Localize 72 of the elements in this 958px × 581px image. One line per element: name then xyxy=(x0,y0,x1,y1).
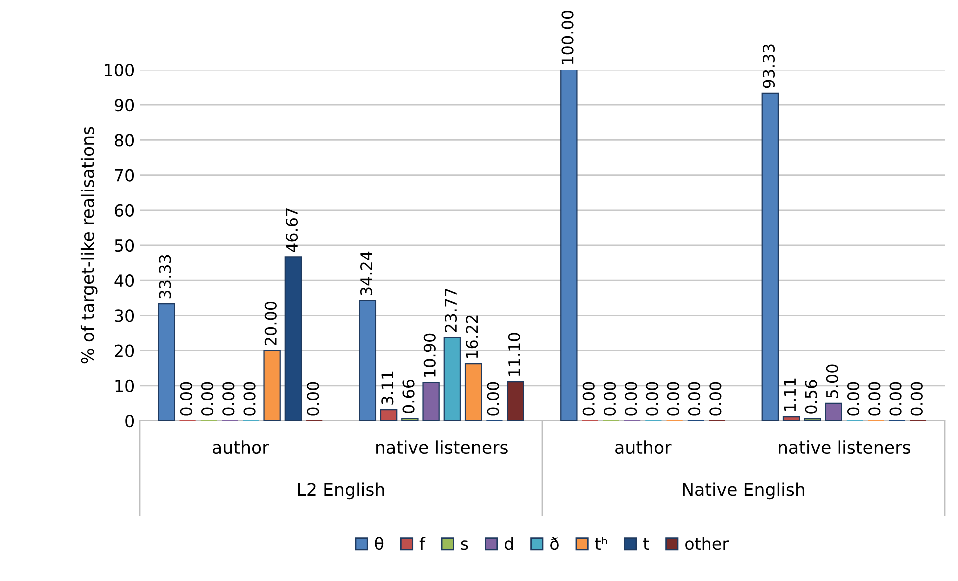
bar xyxy=(464,364,482,421)
data-label: 0.00 xyxy=(201,382,214,416)
y-tick-label: 50 xyxy=(115,239,134,252)
data-label: 0.00 xyxy=(244,382,256,416)
legend-label: ð xyxy=(550,537,559,550)
data-label: 3.11 xyxy=(382,372,394,405)
data-label: 0.00 xyxy=(710,382,722,416)
data-label: 0.00 xyxy=(688,382,701,416)
legend-label: f xyxy=(420,537,426,550)
x-tick-label: author xyxy=(616,440,672,454)
data-label: 0.00 xyxy=(625,382,638,416)
bar xyxy=(284,256,302,421)
data-label: 0.00 xyxy=(487,382,500,416)
data-label: 0.00 xyxy=(890,382,902,416)
y-tick-label: 10 xyxy=(116,380,134,392)
bar xyxy=(762,92,780,421)
bar xyxy=(402,418,419,421)
data-label: 0.00 xyxy=(667,382,680,416)
y-tick-label: 20 xyxy=(115,344,134,358)
data-label: 1.11 xyxy=(784,378,796,412)
data-label: 34.24 xyxy=(360,252,373,296)
bar xyxy=(825,402,842,421)
bar xyxy=(560,70,578,421)
bar xyxy=(444,337,462,421)
data-label: 0.66 xyxy=(402,380,415,414)
data-label: 0.00 xyxy=(604,382,616,416)
legend-label: other xyxy=(686,537,730,550)
bar xyxy=(422,382,440,421)
x-tick-label: author xyxy=(213,440,270,454)
legend-label: d xyxy=(504,537,514,550)
data-label: 0.56 xyxy=(805,380,818,414)
bar xyxy=(359,300,377,421)
data-label: 10.90 xyxy=(424,334,436,377)
legend-label: θ xyxy=(375,537,384,550)
data-label: 0.00 xyxy=(307,382,320,416)
y-tick-label: 40 xyxy=(114,274,134,288)
text: Native English xyxy=(683,482,804,500)
bar xyxy=(507,381,524,421)
y-tick-label: 0 xyxy=(126,414,134,428)
x-tick-label: native listeners xyxy=(779,440,910,454)
data-label: 93.33 xyxy=(762,44,776,88)
y-tick-label: 80 xyxy=(115,134,134,147)
data-label: 0.00 xyxy=(180,382,192,416)
data-label: 20.00 xyxy=(264,302,277,346)
data-label: 0.00 xyxy=(910,382,923,416)
data-label: 5.00 xyxy=(826,364,838,398)
data-label: 0.00 xyxy=(847,382,860,416)
bar xyxy=(380,410,398,421)
text: L2 English xyxy=(298,482,384,500)
data-label: 0.00 xyxy=(868,382,881,416)
y-tick-label: 70 xyxy=(115,169,134,182)
y-tick-label: 90 xyxy=(114,99,134,112)
data-label: 33.33 xyxy=(159,255,172,299)
bar xyxy=(158,303,176,421)
data-label: 0.00 xyxy=(582,382,595,416)
bar xyxy=(782,416,800,421)
y-tick-label: 100 xyxy=(105,64,134,77)
x-tick-label: native listeners xyxy=(376,440,508,454)
data-label: 23.77 xyxy=(444,289,458,332)
y-tick-label: 60 xyxy=(115,204,134,217)
y-axis-title: % of target-like realisations xyxy=(80,127,98,364)
data-label: 46.67 xyxy=(286,208,298,252)
data-label: 16.22 xyxy=(466,316,478,358)
data-label: 100.00 xyxy=(562,11,574,64)
legend-label: tʰ xyxy=(595,537,608,550)
data-label: 11.10 xyxy=(508,333,520,376)
legend-label: t xyxy=(644,538,650,550)
bar xyxy=(264,350,281,421)
y-tick-label: 30 xyxy=(115,310,134,322)
data-label: 0.00 xyxy=(222,382,235,416)
legend-label: s xyxy=(461,540,468,550)
data-label: 0.00 xyxy=(646,382,658,416)
